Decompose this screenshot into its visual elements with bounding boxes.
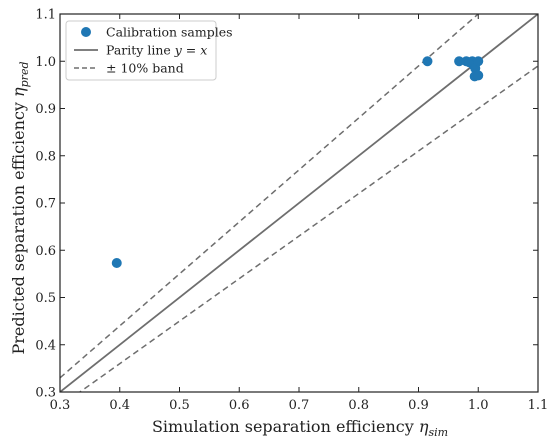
y-tick-label-4: 0.7 <box>35 197 56 212</box>
legend-label-parity: Parity line y = x <box>106 43 207 58</box>
legend-box <box>65 20 217 81</box>
legend-label-calibration: Calibration samples <box>106 25 233 40</box>
y-tick-label-8: 1.1 <box>35 8 56 23</box>
legend-label-parity-x: x <box>200 43 207 58</box>
y-axis-title-symbol: η <box>9 87 28 97</box>
y-tick-label-2: 0.5 <box>35 291 56 306</box>
legend: Calibration samples Parity line y = x ± … <box>65 20 233 81</box>
y-tick-label-3: 0.6 <box>35 244 56 259</box>
axis-ticks: 0.3 0.4 0.5 0.6 0.7 0.8 0.9 1.0 1.1 0.3 0.4 0.5 0.6 0… <box>35 8 548 414</box>
data-point-1 <box>422 56 433 67</box>
legend-label-parity-text: Parity line <box>106 43 175 58</box>
x-axis-title-subscript: sim <box>428 426 448 439</box>
data-point-10 <box>473 56 484 67</box>
x-tick-label-6: 0.9 <box>408 398 429 413</box>
x-tick-label-7: 1.0 <box>468 398 489 413</box>
x-tick-label-3: 0.6 <box>229 398 250 413</box>
legend-marker-calibration <box>81 27 91 37</box>
plot-area <box>60 14 538 392</box>
data-point-2 <box>454 56 465 67</box>
legend-label-parity-eq: = <box>182 43 200 58</box>
x-tick-label-4: 0.7 <box>289 398 310 413</box>
band-upper-line <box>60 14 480 379</box>
y-axis-title-text: Predicted separation efficiency <box>9 97 28 355</box>
x-tick-label-8: 1.1 <box>528 398 549 413</box>
y-axis-title: Predicted separation efficiency ηpred <box>9 62 31 355</box>
parity-line <box>60 14 538 392</box>
x-tick-label-0: 0.3 <box>50 398 71 413</box>
y-tick-label-6: 0.9 <box>35 102 56 117</box>
x-axis-title-symbol: η <box>419 417 429 436</box>
band-lower-line <box>78 65 538 392</box>
plot-frame <box>59 13 539 393</box>
x-tick-label-5: 0.8 <box>348 398 369 413</box>
legend-label-band: ± 10% band <box>106 61 184 76</box>
x-axis-title-text: Simulation separation efficiency <box>152 417 419 436</box>
y-tick-label-1: 0.4 <box>35 338 56 353</box>
x-tick-label-2: 0.5 <box>169 398 190 413</box>
x-tick-label-1: 0.4 <box>109 398 130 413</box>
y-tick-label-5: 0.8 <box>35 149 56 164</box>
y-tick-label-7: 1.0 <box>35 55 56 70</box>
x-axis-title: Simulation separation efficiency ηsim <box>152 417 448 439</box>
y-tick-label-0: 0.3 <box>35 386 56 401</box>
data-point-0 <box>111 258 122 269</box>
data-point-9 <box>473 70 484 81</box>
legend-label-parity-y: y <box>174 43 183 58</box>
y-axis-title-subscript: pred <box>18 62 31 88</box>
